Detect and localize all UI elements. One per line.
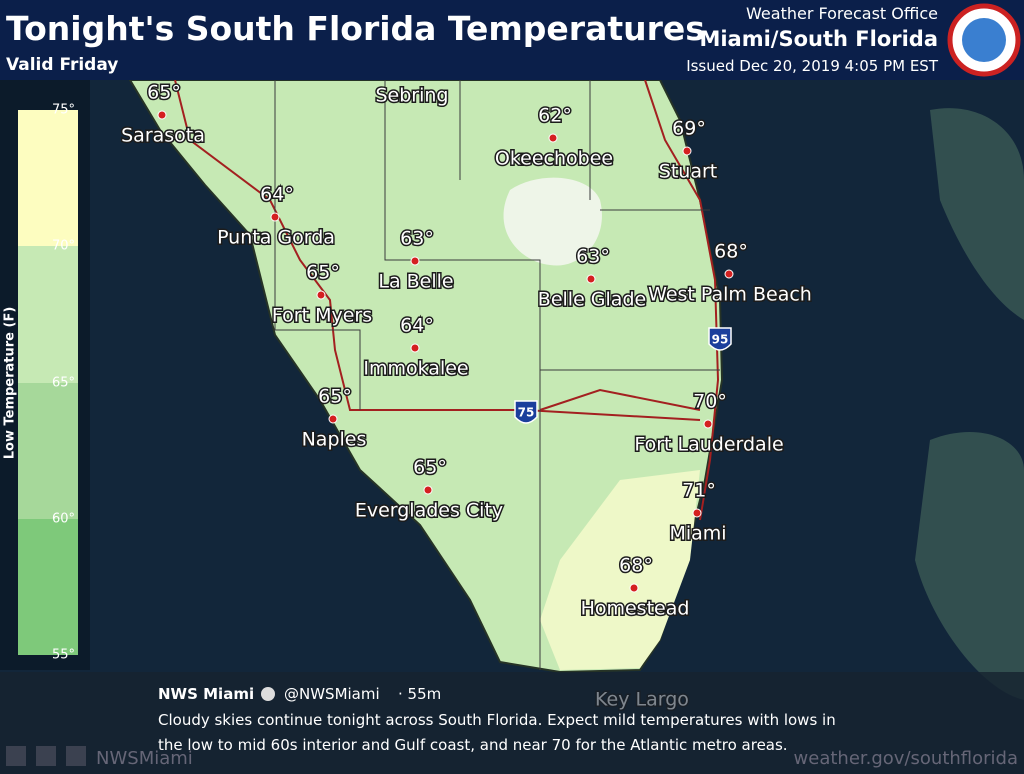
- tweet-author: NWS Miami: [158, 685, 254, 703]
- city-dot: [316, 290, 326, 300]
- highway-shield: [514, 400, 538, 424]
- city-name: Punta Gorda: [217, 227, 335, 249]
- city-name: Sarasota: [121, 125, 205, 147]
- legend-label: 70°: [52, 239, 75, 254]
- office-name: Miami/South Florida: [699, 27, 938, 51]
- verified-badge: [261, 687, 275, 701]
- city-dot: [410, 343, 420, 353]
- city-temp: 65°: [318, 386, 352, 408]
- tweet-line: Cloudy skies continue tonight across Sou…: [158, 711, 836, 729]
- city-name: West Palm Beach: [648, 284, 812, 306]
- city-dot: [270, 212, 280, 222]
- tweet-time: · 55m: [398, 685, 441, 703]
- city-name: Immokalee: [363, 358, 468, 380]
- city-name: Belle Glade: [538, 289, 646, 311]
- warm-zone: [540, 470, 700, 670]
- bahamas: [915, 431, 1024, 700]
- city-name: Okeechobee: [495, 148, 613, 170]
- city-temp: 68°: [619, 555, 653, 577]
- subtitle: Valid Friday: [6, 55, 118, 75]
- city-name: Homestead: [581, 598, 690, 620]
- city-dot: [410, 256, 420, 266]
- city-name: Miami: [669, 523, 726, 545]
- highway-shield: [708, 327, 732, 351]
- city-temp: 65°: [147, 82, 181, 104]
- legend-title: Low Temperature (F): [3, 307, 18, 460]
- office: Weather Forecast Office: [746, 4, 938, 23]
- city-dot: [423, 485, 433, 495]
- twitter-icon: [36, 746, 56, 766]
- city-dot: [548, 133, 558, 143]
- highway-number: 95: [712, 333, 729, 347]
- city-temp: 63°: [576, 246, 610, 268]
- tweet-overlay: [0, 672, 1024, 774]
- city-name: Stuart: [659, 161, 717, 183]
- nws-logo-inner: [962, 18, 1006, 62]
- legend-band: [18, 383, 78, 519]
- city-temp: 68°: [714, 241, 748, 263]
- facebook-icon: [6, 746, 26, 766]
- footer-url: weather.gov/southflorida: [794, 748, 1018, 769]
- marks: 65° Sarasota 64° Punta Gorda 65° Fort Myers 65…: [120, 80, 814, 621]
- city-dot: [692, 508, 702, 518]
- legend-band: [18, 246, 78, 383]
- city-temp: 64°: [260, 184, 294, 206]
- city-name: Naples: [302, 429, 367, 451]
- city-temp: 64°: [400, 315, 434, 337]
- roads: [174, 79, 720, 521]
- youtube-icon: [66, 746, 86, 766]
- city-dot: [724, 269, 734, 279]
- county-lines: [274, 80, 720, 670]
- city-temp: 70°: [693, 391, 727, 413]
- place-name: Sebring: [375, 85, 448, 107]
- city-dot: [157, 110, 167, 120]
- city-name: Fort Lauderdale: [634, 434, 783, 456]
- bahamas: [930, 108, 1024, 320]
- city-dot: [703, 419, 713, 429]
- city-name: Fort Myers: [272, 305, 372, 327]
- city-name: Everglades City: [355, 500, 503, 522]
- tweet-line: the low to mid 60s interior and Gulf coa…: [158, 736, 788, 754]
- city-dot: [629, 583, 639, 593]
- issued: Issued Dec 20, 2019 4:05 PM EST: [686, 57, 939, 75]
- legend-label: 75°: [52, 103, 75, 118]
- city-temp: 65°: [306, 262, 340, 284]
- header-bar: [0, 0, 1024, 80]
- title: Tonight's South Florida Temperatures: [6, 9, 705, 48]
- legend-label: 65°: [52, 376, 75, 391]
- legend-band: [18, 519, 78, 655]
- city-temp: 65°: [413, 457, 447, 479]
- tweet-handle: @NWSMiami: [284, 685, 380, 703]
- footer-social: NWSMiami: [96, 748, 193, 769]
- city-dot: [328, 414, 338, 424]
- city-temp: 71°: [682, 480, 716, 502]
- city-dot: [682, 146, 692, 156]
- legend-label: 60°: [52, 512, 75, 527]
- lake-okeechobee: [503, 177, 602, 266]
- city-name: La Belle: [378, 271, 453, 293]
- city-temp: 63°: [400, 228, 434, 250]
- legend-label: 55°: [52, 648, 75, 663]
- city-temp: 62°: [538, 105, 572, 127]
- legend-band: [18, 110, 78, 246]
- city-temp: 69°: [672, 118, 706, 140]
- city-dot: [586, 274, 596, 284]
- place-name: Key Largo: [595, 689, 689, 711]
- highway-number: 75: [518, 406, 535, 420]
